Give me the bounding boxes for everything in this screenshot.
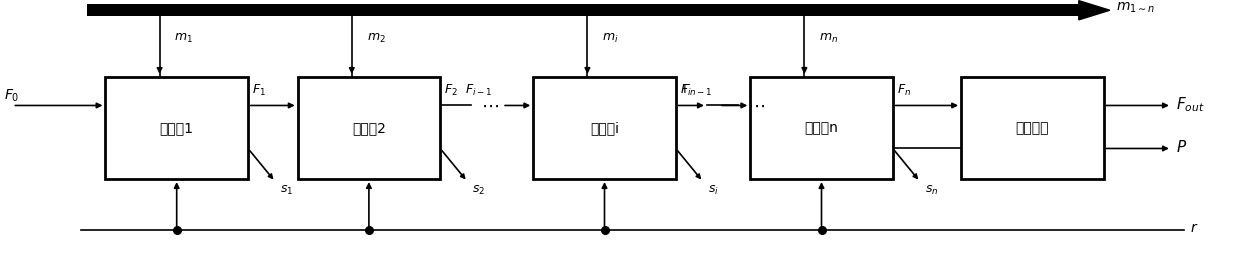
Text: $F_1$: $F_1$ <box>252 83 265 98</box>
Polygon shape <box>1079 1 1110 20</box>
Text: $s_2$: $s_2$ <box>472 184 486 197</box>
Text: $m_n$: $m_n$ <box>820 32 838 45</box>
Text: $\cdots$: $\cdots$ <box>481 97 498 114</box>
Text: $m_{1\sim n}$: $m_{1\sim n}$ <box>1116 1 1156 15</box>
Text: $F_i$: $F_i$ <box>680 83 691 98</box>
Text: $\cdots$: $\cdots$ <box>748 97 765 114</box>
Text: 折叠器1: 折叠器1 <box>160 121 193 135</box>
Bar <box>961 77 1104 179</box>
Text: 折叠器2: 折叠器2 <box>352 121 386 135</box>
Text: $P$: $P$ <box>1176 139 1187 155</box>
Text: $s_i$: $s_i$ <box>708 184 719 197</box>
Text: 折叠器i: 折叠器i <box>590 121 619 135</box>
Text: $m_i$: $m_i$ <box>603 32 619 45</box>
Text: $m_1$: $m_1$ <box>175 32 193 45</box>
Text: $\Gamma_{n-1}$: $\Gamma_{n-1}$ <box>682 83 712 98</box>
Text: $s_1$: $s_1$ <box>280 184 294 197</box>
Bar <box>298 77 440 179</box>
Text: $s_n$: $s_n$ <box>925 184 939 197</box>
Text: $F_{i-1}$: $F_{i-1}$ <box>465 83 492 98</box>
Text: $F_2$: $F_2$ <box>444 83 458 98</box>
Text: $r$: $r$ <box>1190 221 1199 235</box>
Bar <box>750 77 893 179</box>
Text: 输出电路: 输出电路 <box>1016 121 1049 135</box>
Text: $F_n$: $F_n$ <box>897 83 910 98</box>
Bar <box>533 77 676 179</box>
Text: $m_2$: $m_2$ <box>367 32 386 45</box>
Bar <box>105 77 248 179</box>
Text: 折叠器n: 折叠器n <box>805 121 838 135</box>
Text: $F_0$: $F_0$ <box>4 88 19 104</box>
Bar <box>87 4 1079 16</box>
Text: $F_{out}$: $F_{out}$ <box>1176 95 1204 114</box>
